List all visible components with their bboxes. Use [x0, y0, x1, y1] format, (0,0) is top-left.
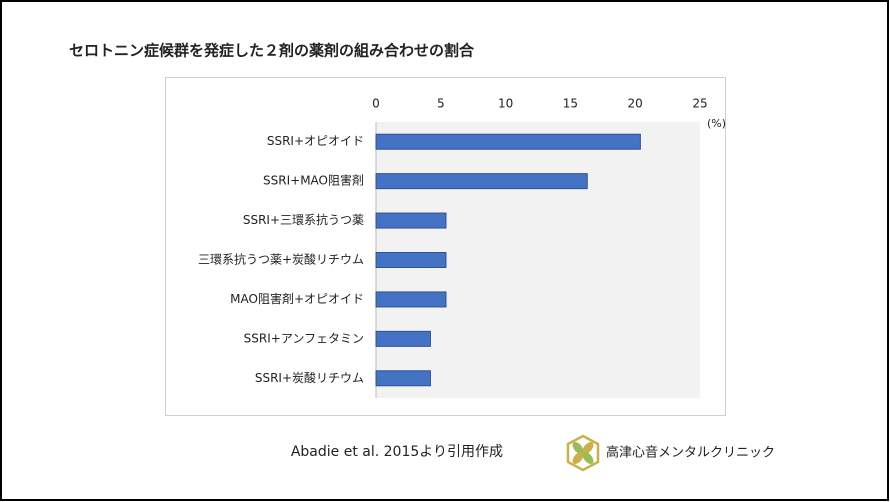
- chart-title: セロトニン症候群を発症した２剤の薬剤の組み合わせの割合: [69, 42, 475, 60]
- y-tick-label: SSRI+オピオイド: [267, 134, 364, 148]
- bar: [375, 133, 641, 150]
- y-tick-label: SSRI+MAO阻害剤: [263, 173, 364, 188]
- x-tick-label: 25: [692, 97, 707, 111]
- bar: [375, 173, 588, 190]
- bar: [375, 330, 431, 347]
- y-tick-label: MAO阻害剤+オピオイド: [230, 291, 364, 306]
- x-tick-label: 15: [563, 97, 578, 111]
- bar: [375, 252, 447, 268]
- bar: [375, 370, 431, 387]
- source-note: Abadie et al. 2015より引用作成: [291, 444, 503, 460]
- x-tick-label: 20: [628, 97, 643, 111]
- y-tick-label: 三環系抗うつ薬+炭酸リチウム: [198, 252, 364, 267]
- x-tick-label: 10: [498, 97, 513, 111]
- x-tick-label: 0: [372, 97, 380, 111]
- bar: [375, 212, 447, 229]
- x-tick-label: 5: [437, 97, 445, 111]
- bar: [375, 291, 447, 308]
- y-tick-label: SSRI+アンフェタミン: [244, 331, 364, 345]
- logo: [566, 434, 600, 472]
- axis-unit: (%): [707, 117, 726, 130]
- y-tick-label: SSRI+炭酸リチウム: [255, 370, 364, 385]
- brand-name: 高津心音メンタルクリニック: [606, 445, 775, 461]
- y-tick-label: SSRI+三環系抗うつ薬: [243, 212, 364, 227]
